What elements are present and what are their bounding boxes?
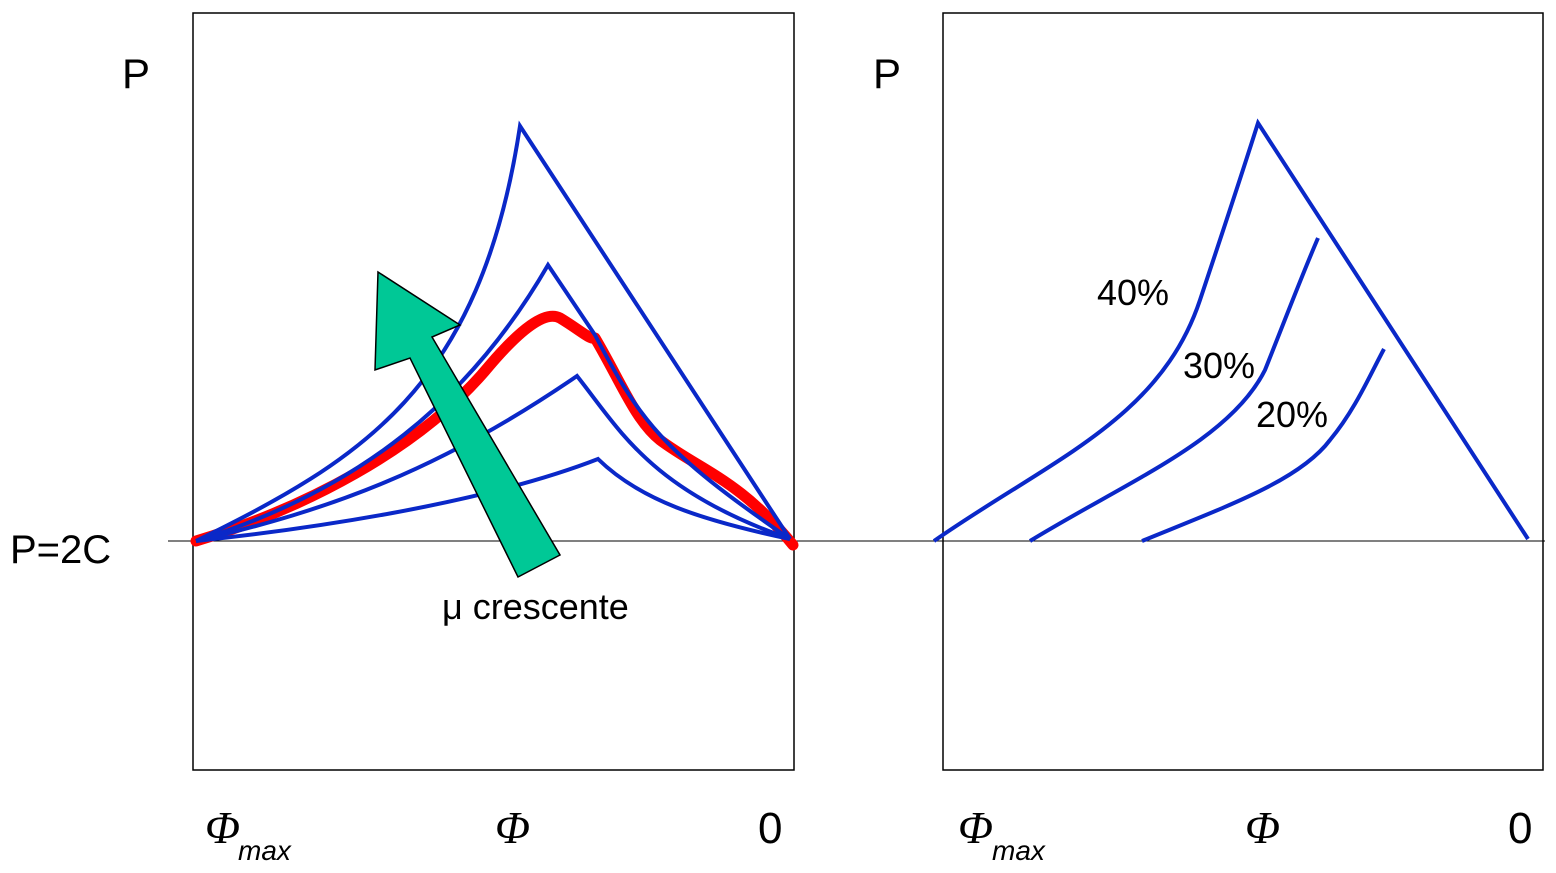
left-panel-frame bbox=[192, 12, 795, 771]
right-panel-frame bbox=[942, 12, 1544, 771]
right-x-phi-max-label: Φ bbox=[958, 802, 993, 853]
mu-curve-1 bbox=[195, 456, 791, 543]
right-y-axis-label: P bbox=[873, 50, 901, 97]
mu-curve-4 bbox=[195, 120, 792, 543]
curve-label-30: 30% bbox=[1183, 345, 1255, 386]
left-x-phi-max-label: Φ bbox=[205, 802, 240, 853]
curve-label-20: 20% bbox=[1256, 394, 1328, 435]
arrow-label: μ crescente bbox=[442, 586, 629, 627]
mu-curve-3 bbox=[195, 261, 792, 543]
right-x-phi-label: Φ bbox=[1245, 802, 1280, 853]
curve-30-percent bbox=[1028, 237, 1320, 543]
curve-label-40: 40% bbox=[1097, 272, 1169, 313]
left-panel: P P=2C μ crescente Φ max Φ 0 bbox=[10, 12, 1545, 866]
increasing-mu-arrow bbox=[374, 270, 562, 579]
baseline-label: P=2C bbox=[10, 528, 111, 572]
left-x-zero-label: 0 bbox=[758, 804, 782, 853]
mu-curve-2 bbox=[195, 373, 791, 543]
right-x-zero-label: 0 bbox=[1508, 804, 1532, 853]
left-y-axis-label: P bbox=[122, 50, 150, 97]
right-panel: P 40% 30% 20% Φ max Φ 0 bbox=[873, 12, 1544, 866]
curve-40-percent bbox=[932, 118, 1530, 543]
left-x-phi-label: Φ bbox=[495, 802, 530, 853]
left-x-phi-max-subscript: max bbox=[238, 835, 292, 866]
curve-20-percent bbox=[1141, 348, 1386, 543]
right-x-phi-max-subscript: max bbox=[992, 835, 1046, 866]
